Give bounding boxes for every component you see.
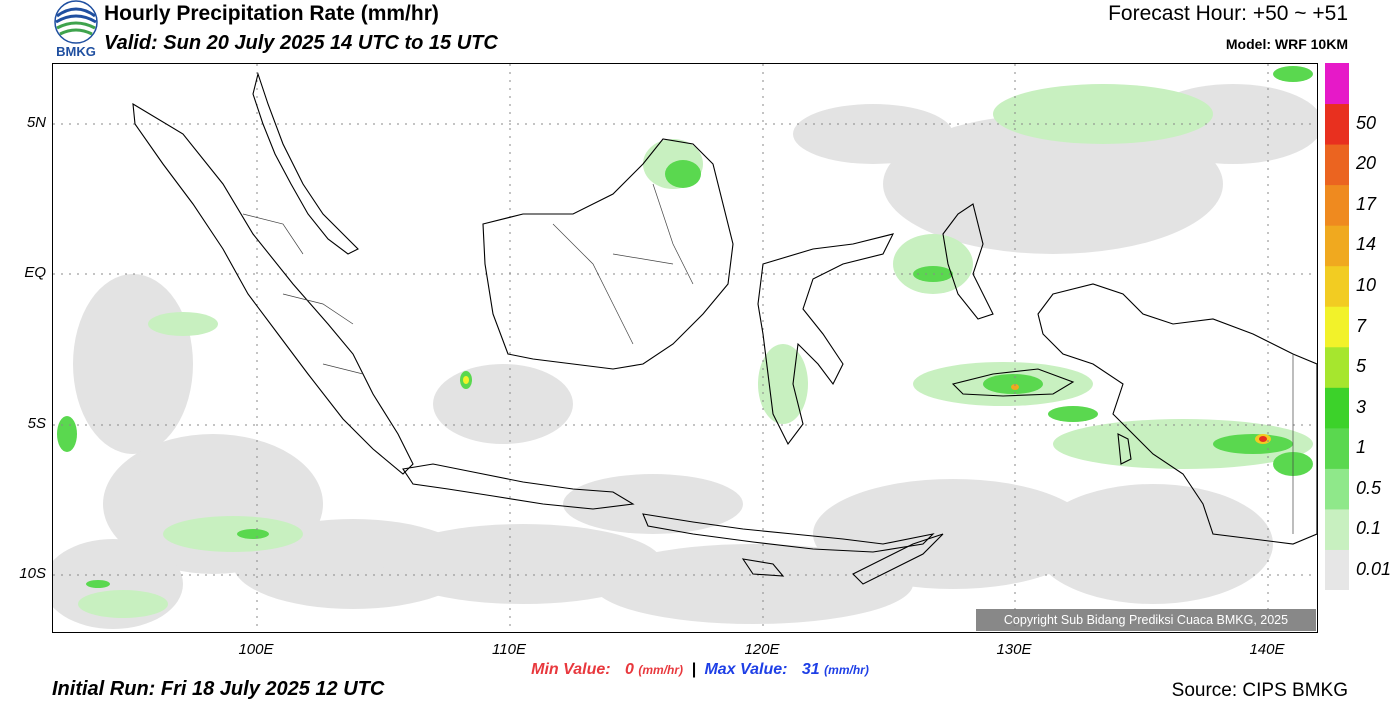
legend-swatch [1325,346,1349,388]
legend-swatch [1325,63,1349,105]
valid-period: Valid: Sun 20 July 2025 14 UTC to 15 UTC [104,32,498,54]
moderate-rain-areas [78,84,1313,618]
legend-label: 0.5 [1356,477,1382,498]
initial-run: Initial Run: Fri 18 July 2025 12 UTC [52,678,385,700]
graticule [53,64,1317,632]
precipitation-map: Copyright Sub Bidang Prediksi Cuaca BMKG… [52,63,1318,633]
max-value: 31 [801,661,820,678]
province-boundaries [242,183,1294,534]
lat-label-eq: EQ [24,264,46,281]
lon-label-140e: 140E [1249,641,1285,658]
legend-label: 1 [1356,437,1367,458]
legend-swatch [1325,103,1349,145]
min-value: 0 [625,661,634,678]
new-guinea-outline [1037,283,1317,545]
bmkg-logo-icon [54,0,98,44]
legend-label: 10 [1356,274,1377,295]
lat-label-10s: 10S [19,565,46,582]
legend-swatch [1325,427,1349,469]
legend-swatch [1325,306,1349,348]
lat-label-5s: 5S [27,415,46,432]
model-name: Model: WRF 10KM [1225,36,1348,52]
legend-label: 0.1 [1356,518,1382,539]
copyright-notice: Copyright Sub Bidang Prediksi Cuaca BMKG… [976,609,1316,631]
sumatra-outline [132,102,414,475]
legend-label: 0.01 [1356,558,1392,579]
java-outline [402,463,635,510]
legend-swatch [1325,387,1349,429]
max-value-unit: (mm/hr) [824,663,869,677]
intense-rain-cells [463,376,1271,444]
lon-label-110e: 110E [492,641,526,658]
legend-swatch [1325,549,1349,591]
lon-label-130e: 130E [996,641,1032,658]
page-title: Hourly Precipitation Rate (mm/hr) [104,2,439,25]
lon-label-120e: 120E [744,641,780,658]
min-value-label: Min Value: [531,661,611,678]
heavy-rain-cells [57,66,1313,588]
legend-label: 20 [1356,153,1377,174]
legend-swatch [1325,265,1349,307]
legend-swatch [1325,225,1349,267]
coastlines [132,72,1317,585]
min-max-separator: | [691,661,696,678]
forecast-hour: Forecast Hour: +50 ~ +51 [1108,2,1348,25]
sumba-outline [741,558,785,577]
min-max-values: Min Value: 0 (mm/hr) | Max Value: 31 (mm… [0,661,1400,679]
legend-swatch [1325,508,1349,550]
min-value-unit: (mm/hr) [638,663,684,677]
legend-label: 50 [1356,112,1377,133]
map-canvas [53,64,1317,632]
legend-swatches [1325,63,1349,591]
aru-outline [1117,433,1132,465]
legend-label: 14 [1356,234,1377,255]
halmahera-outline [942,203,994,320]
lon-label-100e: 100E [238,641,274,658]
max-value-label: Max Value: [704,661,788,678]
legend-label: 5 [1356,356,1367,377]
malay-peninsula-outline [252,72,359,255]
borneo-outline [482,138,734,370]
legend-swatch [1325,468,1349,510]
legend-label: 3 [1356,396,1367,417]
bmkg-logo: BMKG [52,0,100,60]
lat-label-5n: 5N [26,114,46,131]
sulawesi-outline [757,233,895,446]
legend-swatch [1325,144,1349,186]
legend-label: 7 [1356,315,1367,336]
data-source: Source: CIPS BMKG [1171,680,1348,701]
legend-colorbar [1325,63,1349,591]
legend-swatch [1325,184,1349,226]
seram-outline [951,368,1075,397]
logo-text: BMKG [56,44,96,59]
legend-label: 17 [1356,193,1377,214]
timor-outline [852,533,944,585]
